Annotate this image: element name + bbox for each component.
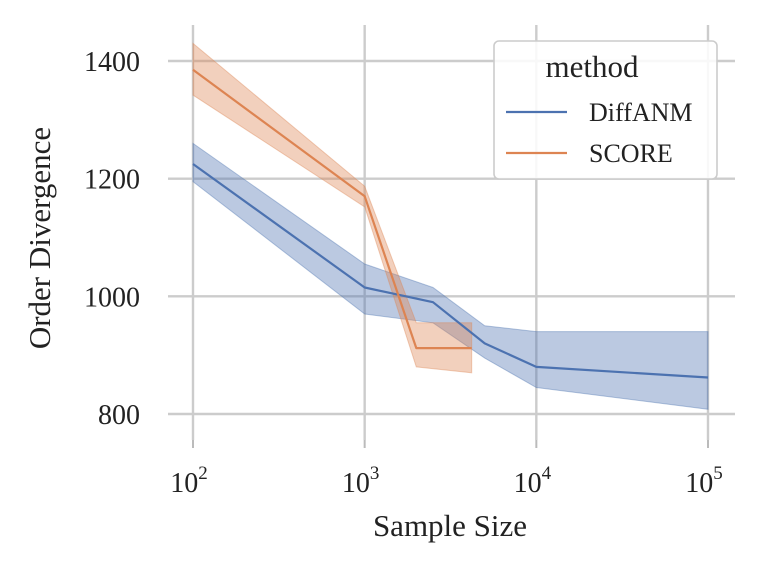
confidence-band-layer (192, 42, 709, 410)
y-tick-label: 1400 (84, 47, 140, 78)
legend-label-score: SCORE (589, 139, 673, 168)
tick-label-layer: 102 103 104 105 800 1000 1200 1400 (84, 47, 723, 499)
x-tick-label: 103 (342, 463, 380, 499)
series-line-score (192, 68, 472, 350)
confidence-band-diffanm (192, 142, 709, 410)
y-tick-label: 1000 (84, 282, 140, 313)
legend-title: method (546, 49, 639, 84)
legend-box (493, 40, 718, 180)
legend-label-diffanm: DiffANM (589, 98, 693, 127)
series-line-diffanm (192, 163, 709, 379)
y-axis-label: Order Divergence (22, 127, 57, 349)
x-axis-label: Sample Size (373, 508, 527, 543)
legend-items: DiffANM SCORE (506, 98, 693, 168)
x-tick-label: 104 (514, 463, 552, 499)
x-tick-label: 102 (170, 463, 208, 499)
series-line-layer (192, 68, 709, 379)
legend: method DiffANM SCORE (493, 40, 718, 180)
confidence-band-score (192, 42, 473, 374)
x-tick-label: 105 (685, 463, 723, 499)
y-tick-label: 1200 (84, 165, 140, 196)
y-tick-label: 800 (98, 400, 140, 431)
